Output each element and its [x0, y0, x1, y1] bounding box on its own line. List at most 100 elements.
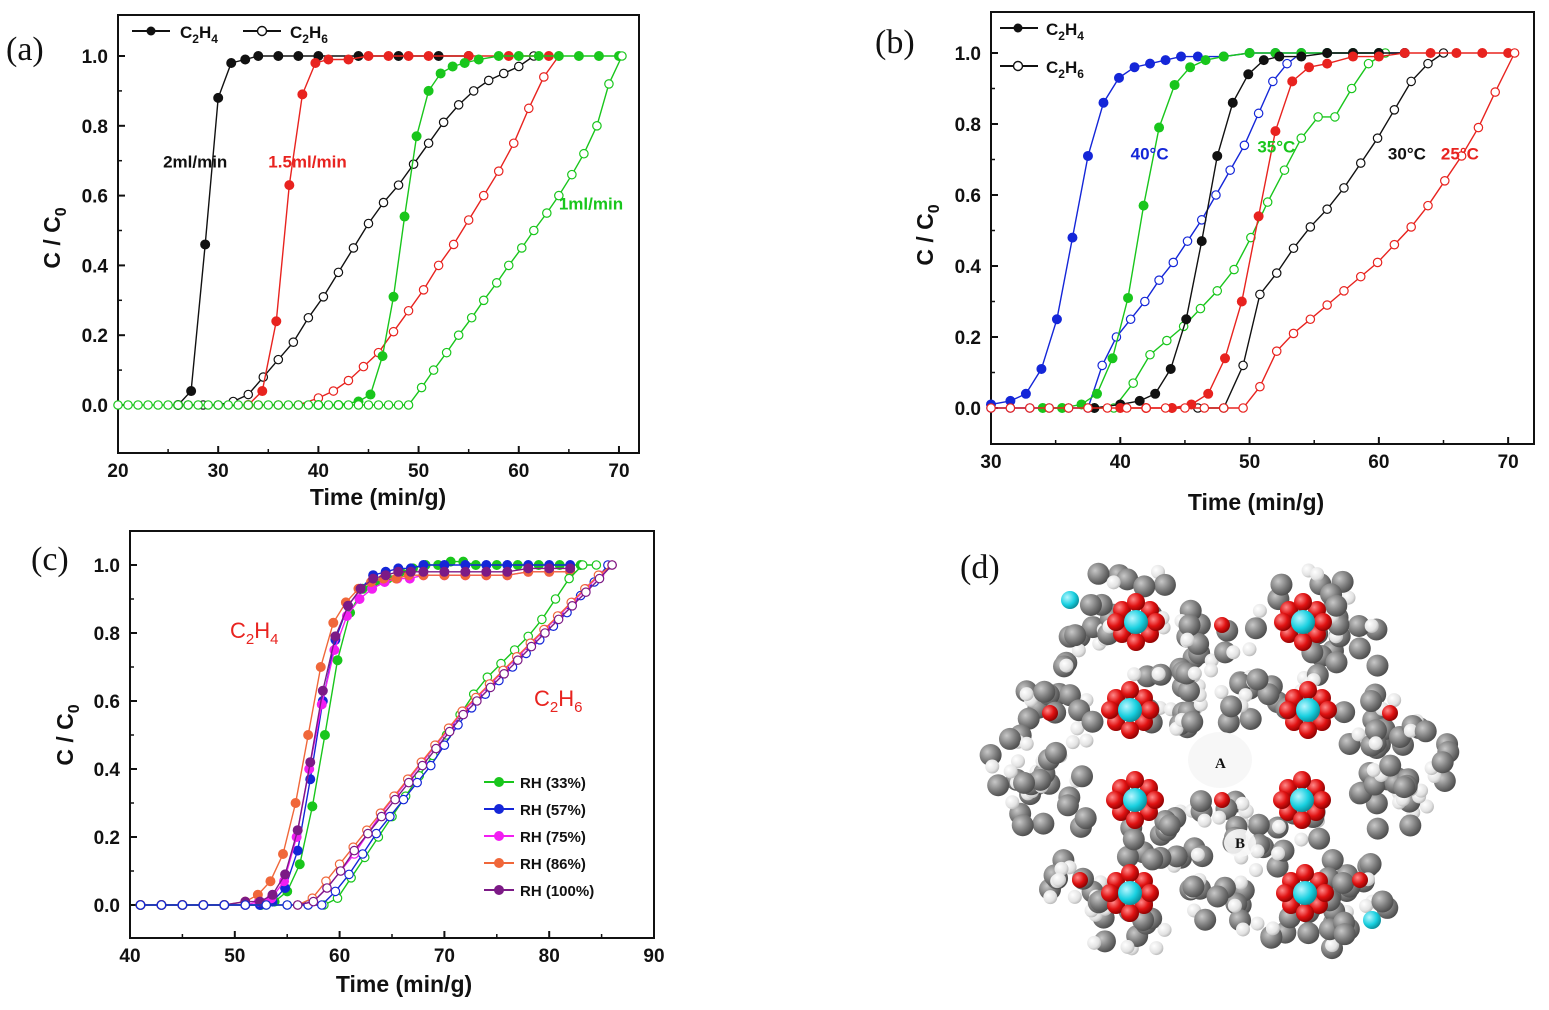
data-point [307, 801, 318, 812]
carbon-atom [1239, 707, 1262, 730]
data-point [577, 560, 588, 570]
x-tick-label: 70 [434, 946, 455, 967]
data-point [273, 354, 284, 365]
data-point [433, 260, 444, 271]
x-tick-label: 70 [608, 461, 629, 482]
data-point [493, 51, 504, 62]
data-point [1150, 388, 1161, 399]
panel-c-label: (c) [31, 541, 69, 578]
data-point [313, 400, 324, 410]
data-point [1125, 314, 1136, 325]
y-tick-label: 0.8 [94, 624, 120, 645]
series-line [258, 55, 560, 406]
data-point [1339, 183, 1349, 193]
hydrogen-atom [1366, 763, 1381, 778]
data-point [526, 641, 537, 652]
data-point [1288, 243, 1299, 254]
data-point [1121, 403, 1132, 413]
data-point [240, 900, 251, 910]
oxygen-atom [1296, 904, 1314, 922]
hydrogen-atom [1180, 632, 1195, 647]
legend-entry: RH (33%) [520, 775, 586, 792]
carbon-atom [1246, 668, 1269, 691]
data-point [293, 400, 304, 410]
hydrogen-atom [1351, 727, 1366, 742]
data-point [290, 798, 301, 809]
data-point [1473, 122, 1484, 133]
oxygen-atom [1106, 791, 1124, 809]
data-point [343, 375, 354, 386]
data-point [1067, 232, 1078, 243]
data-point [349, 845, 360, 856]
y-tick-label: 0.8 [955, 115, 981, 136]
hydrogen-atom [1079, 733, 1094, 748]
data-point [1253, 108, 1264, 119]
data-point [1389, 105, 1400, 115]
hydrogen-atom [1364, 618, 1379, 633]
metal-atom [1293, 881, 1317, 905]
oxygen-atom [1299, 721, 1317, 739]
oxygen-atom [1127, 633, 1145, 651]
hydrogen-atom [1187, 666, 1202, 681]
data-point [1346, 83, 1357, 94]
data-point [403, 305, 414, 316]
oxygen-atom [1214, 792, 1230, 808]
data-point [503, 260, 514, 271]
data-point [177, 900, 188, 910]
carbon-atom [1220, 695, 1243, 718]
oxygen-atom [1273, 791, 1291, 809]
hydrogen-atom [1019, 736, 1034, 751]
oxygen-atom [1141, 884, 1159, 902]
data-point [528, 225, 539, 236]
x-tick-label: 50 [408, 461, 429, 482]
data-point [448, 239, 459, 250]
data-point [378, 197, 389, 208]
oxygen-atom [1072, 872, 1088, 888]
data-point [1330, 112, 1340, 122]
data-point [1063, 403, 1074, 413]
data-point [1229, 264, 1239, 275]
data-point [278, 849, 289, 860]
data-point [485, 682, 496, 693]
oxygen-atom [1293, 811, 1311, 829]
data-point [564, 573, 574, 584]
label-c2h6: C2H6 [534, 686, 582, 716]
carbon-atom [1029, 768, 1052, 791]
hydrogen-atom [1190, 847, 1205, 862]
data-point [1160, 403, 1171, 413]
data-point [253, 51, 264, 62]
y-tick-label: 1.0 [94, 556, 120, 577]
data-point [143, 400, 153, 410]
data-point [463, 215, 474, 225]
hydrogen-atom [1387, 693, 1402, 708]
data-point [418, 566, 429, 577]
carbon-atom [1116, 845, 1139, 868]
data-point [986, 403, 996, 413]
hydrogen-atom [1235, 796, 1250, 811]
data-point [323, 400, 334, 410]
annotation: 1ml/min [559, 195, 623, 214]
hydrogen-atom [1149, 941, 1164, 956]
data-point [1218, 51, 1229, 62]
data-point [363, 51, 374, 62]
data-point [1282, 58, 1292, 69]
metal-atom [1363, 911, 1381, 929]
carbon-atom [1141, 848, 1164, 871]
oxygen-atom [1279, 701, 1297, 719]
carbon-atom [998, 727, 1021, 750]
data-point [428, 365, 439, 375]
data-point [1477, 48, 1488, 59]
oxygen-atom [1121, 681, 1139, 699]
hydrogen-atom [1227, 898, 1242, 913]
carbon-atom [1347, 615, 1370, 638]
hydrogen-atom [1325, 938, 1340, 953]
data-point [1288, 328, 1299, 339]
x-tick-label: 50 [1239, 452, 1260, 473]
data-point [1154, 275, 1164, 285]
hydrogen-atom [1272, 819, 1287, 834]
data-point [579, 148, 589, 159]
data-point [273, 400, 284, 410]
data-point [292, 845, 303, 856]
data-point [323, 54, 334, 65]
data-point [297, 89, 308, 100]
